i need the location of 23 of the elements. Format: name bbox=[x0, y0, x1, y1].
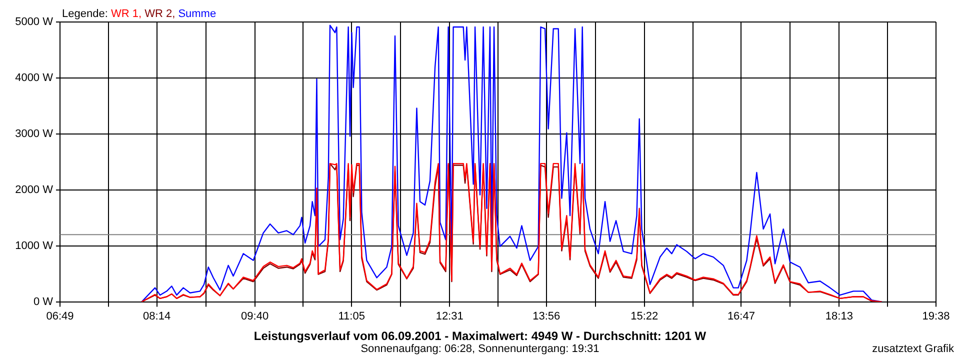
y-tick-label: 3000 W bbox=[15, 128, 54, 140]
x-tick-label: 16:47 bbox=[727, 310, 755, 322]
text: WR 2, bbox=[144, 8, 176, 20]
x-tick-label: 19:38 bbox=[922, 310, 950, 322]
y-tick-label: 4000 W bbox=[15, 72, 54, 84]
text: zusatztext Grafik bbox=[872, 343, 954, 355]
text: Summe bbox=[178, 8, 216, 20]
y-tick-label: 2000 W bbox=[15, 184, 54, 196]
text: Sonnenaufgang: 06:28, Sonnenuntergang: 19:31 bbox=[360, 343, 600, 355]
text: Leistungsverlauf vom 06.09.2001 - Maximalwert: 4949 W - Durchschnitt: 1201 W bbox=[252, 329, 708, 343]
text: WR 1, bbox=[110, 8, 142, 20]
x-tick-label: 15:22 bbox=[630, 310, 658, 322]
x-tick-label: 11:05 bbox=[338, 310, 365, 322]
x-tick-label: 18:13 bbox=[825, 310, 853, 322]
legend-title: Legende: bbox=[62, 8, 108, 20]
x-tick-label: 12:31 bbox=[436, 310, 464, 322]
x-tick-label: 06:49 bbox=[46, 310, 74, 322]
x-tick-label: 08:14 bbox=[143, 310, 171, 322]
x-tick-label: 09:40 bbox=[241, 310, 269, 322]
y-tick-label: 5000 W bbox=[15, 16, 54, 28]
x-tick-label: 13:56 bbox=[532, 310, 560, 322]
y-tick-label: 1000 W bbox=[15, 240, 54, 252]
y-tick-label: 0 W bbox=[33, 296, 54, 308]
